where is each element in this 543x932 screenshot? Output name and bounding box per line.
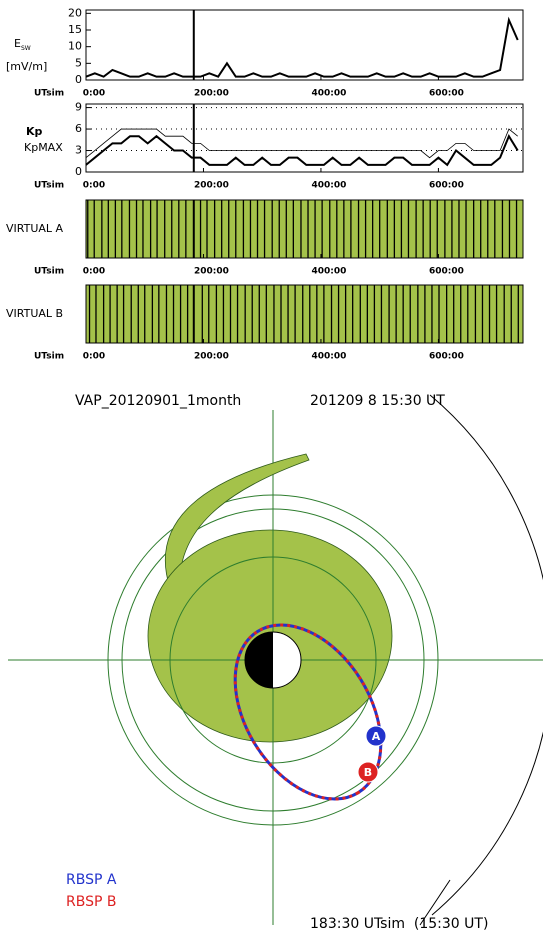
x-tick-label: 600:00 bbox=[429, 181, 464, 191]
x-tick-label: 0:00 bbox=[83, 352, 105, 362]
x-tick-label: 400:00 bbox=[311, 267, 346, 277]
x-tick-label: 400:00 bbox=[311, 89, 346, 99]
x-tick-label: 400:00 bbox=[311, 181, 346, 191]
x-tick-label: 0:00 bbox=[83, 267, 105, 277]
series-name: Kp bbox=[26, 125, 43, 138]
panel-label: VIRTUAL A bbox=[6, 222, 64, 235]
x-tick-label: 600:00 bbox=[429, 267, 464, 277]
y-label-sub: SW bbox=[21, 45, 31, 52]
sim-time: 183:30 UTsim (15:30 UT) bbox=[310, 916, 488, 932]
panel: 0 5 10 15 20 ESW [mV/m] 0:00 200:00 400:00 600:00 U… bbox=[6, 6, 523, 98]
panel-label: VIRTUAL B bbox=[6, 307, 63, 320]
plot-frame bbox=[86, 10, 523, 80]
series-name: KpMAX bbox=[24, 141, 63, 154]
legend-entry: RBSP A bbox=[66, 872, 117, 888]
y-tick-label: 0 bbox=[75, 165, 82, 178]
y-tick-label: 20 bbox=[68, 6, 82, 19]
panel: VIRTUAL A 0:00 200:00 400:00 600:00 UTsim bbox=[6, 200, 523, 277]
x-tick-label: 600:00 bbox=[429, 352, 464, 362]
x-label: UTsim bbox=[34, 352, 64, 362]
orbit-plot: A B VAP_20120901_1month 201209 8 15:30 U… bbox=[8, 393, 543, 932]
x-tick-label: 200:00 bbox=[194, 352, 229, 362]
x-tick-label: 0:00 bbox=[83, 89, 105, 99]
y-unit: [mV/m] bbox=[6, 60, 47, 73]
x-tick-label: 200:00 bbox=[194, 181, 229, 191]
y-tick-label: 6 bbox=[75, 122, 82, 135]
boundary-arc bbox=[430, 395, 543, 915]
x-tick-label: 200:00 bbox=[194, 89, 229, 99]
panel: VIRTUAL B 0:00 200:00 400:00 600:00 UTsim bbox=[6, 285, 523, 362]
orbit-title: VAP_20120901_1month bbox=[75, 393, 241, 409]
plot-frame bbox=[86, 104, 523, 172]
x-tick-label: 200:00 bbox=[194, 267, 229, 277]
marker-label: A bbox=[372, 730, 381, 743]
y-tick-label: 0 bbox=[75, 73, 82, 86]
marker-label: B bbox=[364, 766, 372, 779]
series-line bbox=[86, 129, 518, 158]
x-tick-label: 400:00 bbox=[311, 352, 346, 362]
figure: A B VAP_20120901_1month 201209 8 15:30 U… bbox=[0, 0, 543, 932]
x-tick-label: 0:00 bbox=[83, 181, 105, 191]
x-label: UTsim bbox=[34, 181, 64, 191]
y-tick-label: 10 bbox=[68, 40, 82, 53]
panel: 0 3 6 9 Kp KpMAX 0:00 200:00 400:00 600:00 UTsim bbox=[24, 101, 523, 191]
y-tick-label: 3 bbox=[75, 144, 82, 157]
x-label: UTsim bbox=[34, 89, 64, 99]
x-tick-label: 600:00 bbox=[429, 89, 464, 99]
x-label: UTsim bbox=[34, 267, 64, 277]
legend-entry: RBSP B bbox=[66, 894, 116, 910]
orbit-time: 201209 8 15:30 UT bbox=[310, 393, 445, 409]
strip-background bbox=[86, 200, 523, 258]
y-tick-label: 5 bbox=[75, 56, 82, 69]
y-label: ESW bbox=[14, 37, 31, 52]
y-label-main: E bbox=[14, 37, 21, 50]
y-tick-label: 15 bbox=[68, 23, 82, 36]
y-tick-label: 9 bbox=[75, 101, 82, 114]
strip-background bbox=[86, 285, 523, 343]
series-line bbox=[86, 20, 518, 77]
